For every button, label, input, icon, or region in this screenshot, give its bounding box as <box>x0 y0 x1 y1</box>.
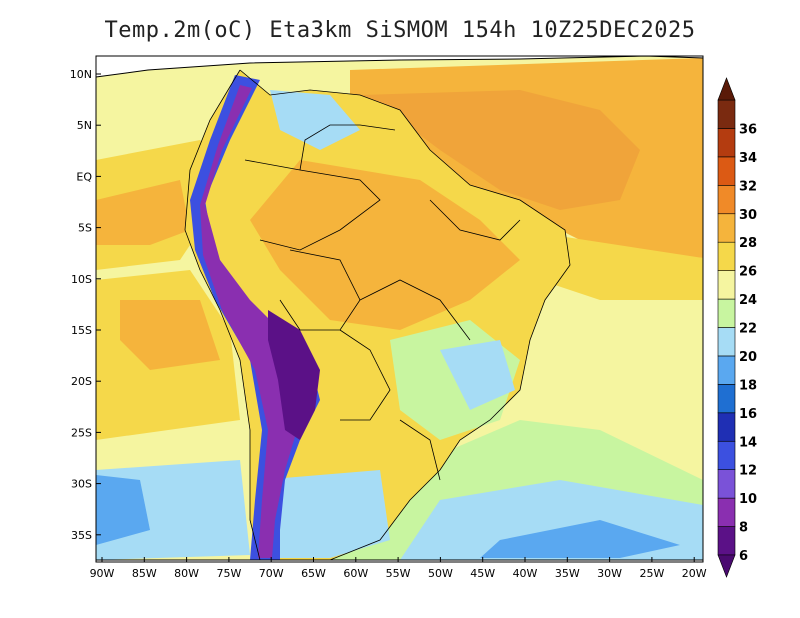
colorbar-label: 34 <box>739 151 757 166</box>
lon-tick-label: 50W <box>428 567 453 580</box>
colorbar-bin <box>717 213 736 243</box>
lon-tick-label: 90W <box>90 567 115 580</box>
border-uruguay <box>399 419 441 481</box>
lat-tick-label: 30S <box>71 478 92 491</box>
map-title: Temp.2m(oC) Eta3km SiSMOM 154h 10Z25DEC2… <box>104 18 696 43</box>
lon-tick-label: 30W <box>597 567 622 580</box>
colorbar-label: 14 <box>739 435 757 450</box>
lat-tick-label: 25S <box>71 426 92 439</box>
border-bolivia <box>279 249 361 331</box>
land-highlands-20 <box>440 340 515 410</box>
colorbar-label: 24 <box>739 293 757 308</box>
colorbar-label: 22 <box>739 322 757 337</box>
lon-tick-label: 65W <box>301 567 326 580</box>
colorbar-bin <box>717 128 736 158</box>
lon-tick-label: 75W <box>216 567 241 580</box>
lat-tick-label: 15S <box>71 324 92 337</box>
field-pacific-28b <box>120 300 220 370</box>
lat-tick-label: EQ <box>76 170 92 183</box>
colorbar-label: 30 <box>739 208 757 223</box>
colorbar-label: 6 <box>739 549 748 564</box>
lon-tick-label: 20W <box>682 567 707 580</box>
lat-tick-label: 5S <box>78 222 92 235</box>
colorbar-label: 28 <box>739 236 757 251</box>
colorbar: 6 8 10 12 14 16 18 20 22 24 26 28 30 32 34 36 <box>717 77 757 578</box>
temperature-field <box>96 56 703 560</box>
lon-tick-label: 85W <box>132 567 157 580</box>
colorbar-label: 10 <box>739 492 757 507</box>
colorbar-label: 18 <box>739 378 757 393</box>
colorbar-label: 16 <box>739 407 757 422</box>
lon-tick-label: 45W <box>470 567 495 580</box>
domain-frame <box>95 55 704 561</box>
colorbar-label: 8 <box>739 521 748 536</box>
border-brazil-states <box>359 279 471 341</box>
lat-tick-label: 20S <box>71 375 92 388</box>
colorbar-bin <box>717 497 736 527</box>
lon-tick-label: 25W <box>639 567 664 580</box>
field-atlantic-28b <box>360 90 640 210</box>
colorbar-bin <box>717 241 736 271</box>
border-venezuela <box>299 124 396 171</box>
lat-tick-label: 35S <box>71 529 92 542</box>
colorbar-bin <box>717 298 736 328</box>
colorbar-bin <box>717 355 736 385</box>
colorbar-bin <box>717 469 736 499</box>
longitude-axis: 90W 85W 80W 75W 70W 65W 60W 55W 50W 45W 40W 35W 30W 2… <box>90 557 707 580</box>
colorbar-label: 32 <box>739 179 757 194</box>
land-chaco-26 <box>300 380 380 500</box>
lon-tick-label: 80W <box>174 567 199 580</box>
colorbar-bin <box>717 327 736 357</box>
colorbar-bottom-arrow <box>717 554 736 578</box>
lon-tick-label: 60W <box>343 567 368 580</box>
colorbar-top-arrow <box>717 77 736 101</box>
field-pacific-18 <box>96 475 150 545</box>
colorbar-label: 26 <box>739 265 757 280</box>
border-paraguay <box>339 329 391 421</box>
lon-tick-label: 70W <box>259 567 284 580</box>
field-atlantic-18 <box>480 520 680 558</box>
colorbar-label: 20 <box>739 350 757 365</box>
latitude-axis: 10N 5N EQ 5S 10S 15S 20S 25S 30S 35S <box>70 68 101 542</box>
colorbar-label: 36 <box>739 122 757 137</box>
andes-8 <box>200 85 310 558</box>
lon-tick-label: 55W <box>386 567 411 580</box>
political-boundaries <box>184 69 571 560</box>
colorbar-bin <box>717 384 736 414</box>
colorbar-bin <box>717 185 736 215</box>
coastline-west <box>184 69 261 560</box>
colorbar-bin <box>717 412 736 442</box>
lon-tick-label: 40W <box>513 567 538 580</box>
border-ne-states <box>429 199 521 241</box>
coastline-east <box>239 69 571 560</box>
land-guiana-20 <box>270 90 360 150</box>
altiplano-6 <box>268 310 320 440</box>
field-pacific-28 <box>96 180 190 245</box>
colorbar-label: 12 <box>739 464 757 479</box>
axes-frame <box>95 55 704 563</box>
land-patagonia-20 <box>260 470 390 558</box>
lat-tick-label: 5N <box>77 119 92 132</box>
colorbar-bin <box>717 99 736 129</box>
lat-tick-label: 10S <box>71 273 92 286</box>
colorbar-bin <box>717 526 736 556</box>
lat-tick-label: 10N <box>70 68 92 81</box>
land-amazon-28 <box>250 160 520 330</box>
colorbar-bin <box>717 156 736 186</box>
lon-tick-label: 35W <box>555 567 580 580</box>
colorbar-bin <box>717 270 736 300</box>
colorbar-bin <box>717 440 736 470</box>
